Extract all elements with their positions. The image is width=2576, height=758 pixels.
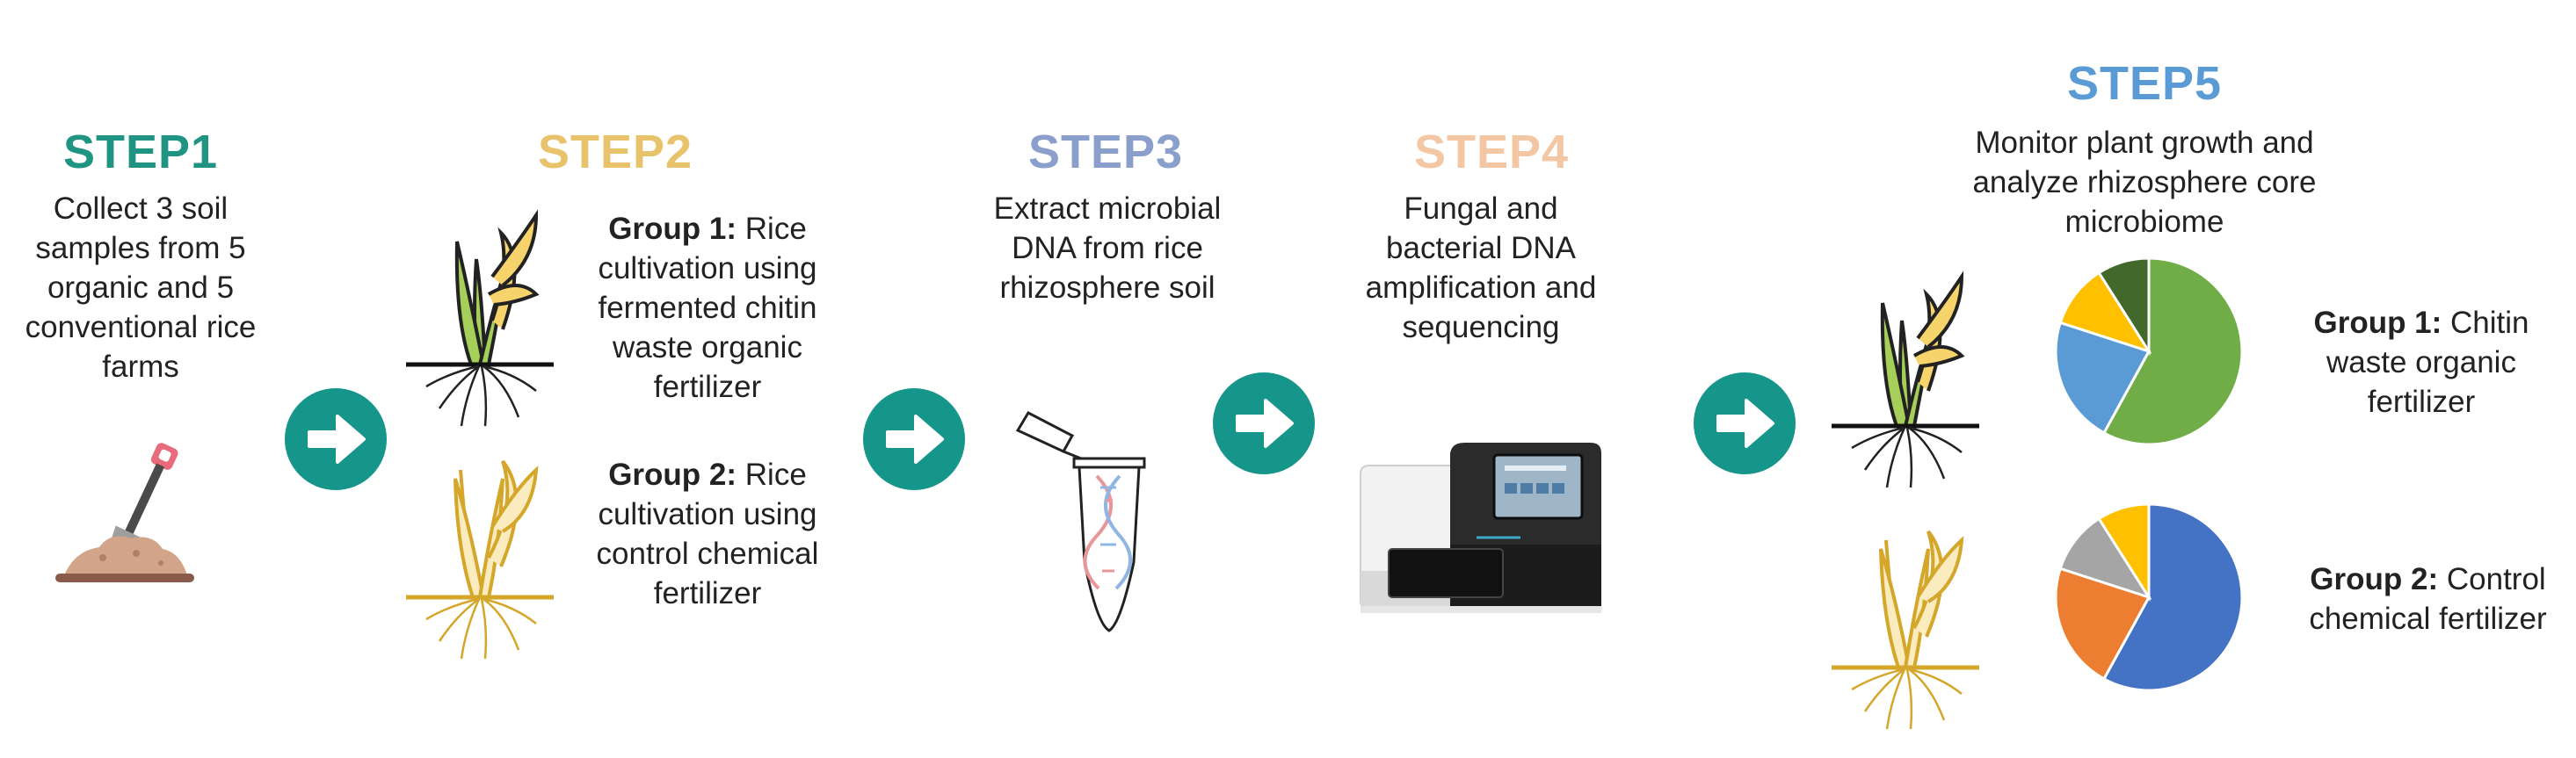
pie-slice-2 [2054, 567, 2152, 681]
step5-group2-text: Group 2: Control chemical fertilizer [2289, 559, 2566, 639]
step3-text: Extract microbial DNA from rice rhizosph… [993, 191, 1222, 305]
step5-group1-description: Chitin waste organic fertilizer [2326, 306, 2529, 419]
healthy-rice-plant-icon [1832, 271, 1979, 488]
yellow-rice-plant-icon [406, 459, 554, 660]
arrow-2-icon [863, 388, 965, 490]
step1-title: STEP1 [62, 126, 219, 178]
pie-slice-4 [2097, 502, 2151, 603]
healthy-rice-plant-icon [406, 209, 554, 427]
step5-text: Monitor plant growth and analyze rhizosp… [1972, 126, 2317, 239]
step2-group2-label: Group 2: [608, 458, 737, 492]
step4-text: Fungal and bacterial DNA amplification a… [1365, 191, 1597, 344]
step2-group1-description: Rice cultivation using fermented chitin … [598, 212, 817, 404]
arrow-3-icon [1213, 372, 1315, 474]
step5-title: STEP5 [2066, 57, 2223, 110]
step2-title: STEP2 [537, 126, 693, 178]
step2-group1-text: Group 1: Rice cultivation using fermente… [576, 209, 839, 407]
yellow-rice-plant-icon [1832, 530, 1979, 730]
step5-group1-text: Group 1: Chitin waste organic fertilizer [2289, 303, 2553, 422]
pie-slice-1 [2101, 502, 2244, 692]
group1-pie-chart [2054, 256, 2244, 446]
pie-slice-1 [2101, 256, 2244, 446]
step4-title: STEP4 [1413, 126, 1570, 178]
group2-pie-chart [2054, 502, 2244, 692]
shovel-soil-icon [55, 443, 194, 582]
step1-text: Collect 3 soil samples from 5 organic an… [25, 191, 257, 384]
step5-group2-description: Control chemical fertilizer [2309, 562, 2547, 636]
step2-group1-label: Group 1: [608, 212, 737, 246]
dna-tube-icon [1015, 411, 1146, 632]
step5-group1-label: Group 1: [2313, 306, 2442, 340]
arrow-1-icon [285, 388, 387, 490]
pie-slice-2 [2054, 321, 2152, 435]
step5-group2-label: Group 2: [2310, 562, 2439, 596]
arrow-4-icon [1694, 372, 1796, 474]
pie-slice-4 [2097, 256, 2151, 357]
step2-group2-description: Rice cultivation using control chemical … [596, 458, 819, 610]
step2-group2-text: Group 2: Rice cultivation using control … [576, 455, 839, 613]
sequencer-machine-icon [1360, 443, 1601, 613]
step3-title: STEP3 [1027, 126, 1184, 178]
